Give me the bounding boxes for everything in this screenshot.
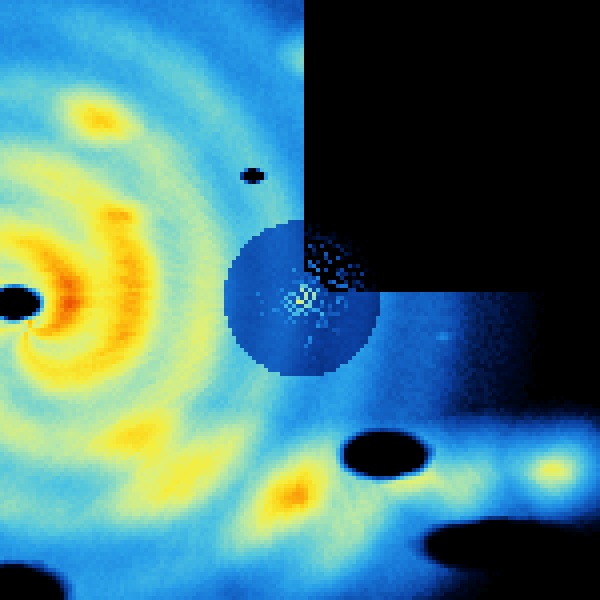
radar-reflectivity-heatmap[interactable]: [0, 0, 600, 600]
radar-image-viewport[interactable]: [0, 0, 600, 600]
